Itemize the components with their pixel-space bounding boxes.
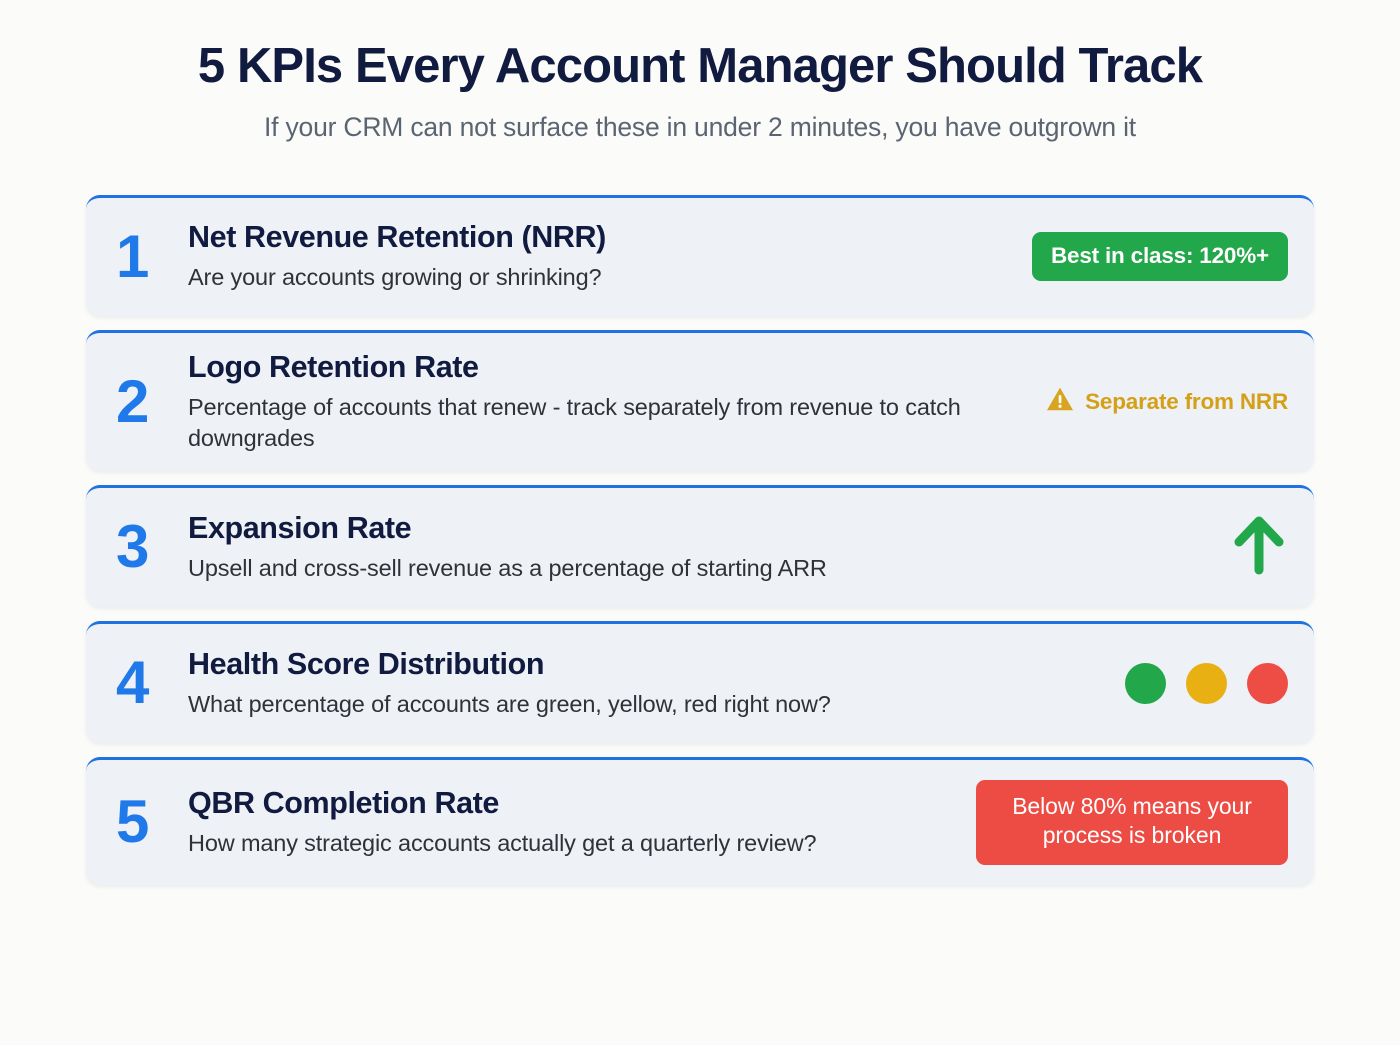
health-status-dots <box>1125 662 1288 704</box>
kpi-number: 2 <box>116 367 149 435</box>
kpi-description: How many strategic accounts actually get… <box>188 829 817 856</box>
kpi-number: 4 <box>116 649 149 717</box>
arrow-up-icon <box>1230 514 1288 581</box>
status-dot-green <box>1125 662 1166 704</box>
kpi-description: What percentage of accounts are green, y… <box>188 690 831 717</box>
warning-triangle-icon <box>1046 386 1074 418</box>
kpi-card-3: 3 Expansion Rate Upsell and cross-sell r… <box>86 484 1314 607</box>
kpi-description: Are your accounts growing or shrinking? <box>188 264 602 291</box>
warning-note-label: Separate from NRR <box>1085 388 1288 414</box>
kpi-card-4: 4 Health Score Distribution What percent… <box>86 620 1314 743</box>
kpi-aside <box>1125 662 1288 704</box>
kpi-card-list: 1 Net Revenue Retention (NRR) Are your a… <box>0 194 1400 885</box>
kpi-title: Expansion Rate <box>188 510 412 545</box>
kpi-card-2: 2 Logo Retention Rate Percentage of acco… <box>86 329 1314 471</box>
kpi-number: 5 <box>116 788 149 856</box>
warning-note: Separate from NRR <box>1046 386 1288 418</box>
kpi-number: 1 <box>116 222 149 290</box>
page-subtitle: If your CRM can not surface these in und… <box>264 111 1136 142</box>
kpi-text-block: QBR Completion Rate How many strategic a… <box>188 786 976 859</box>
kpi-card-1: 1 Net Revenue Retention (NRR) Are your a… <box>86 194 1314 316</box>
kpi-title: Logo Retention Rate <box>188 349 479 384</box>
page-title: 5 KPIs Every Account Manager Should Trac… <box>197 39 1203 93</box>
header: 5 KPIs Every Account Manager Should Trac… <box>0 0 1400 143</box>
kpi-card-5: 5 QBR Completion Rate How many strategic… <box>86 756 1314 885</box>
status-dot-red <box>1247 662 1288 704</box>
kpi-text-block: Logo Retention Rate Percentage of accoun… <box>188 350 1046 454</box>
kpi-description: Upsell and cross-sell revenue as a perce… <box>188 554 827 581</box>
kpi-description: Percentage of accounts that renew - trac… <box>188 393 961 451</box>
kpi-number: 3 <box>116 513 149 581</box>
kpi-aside <box>1230 514 1288 581</box>
status-badge-process-broken: Below 80% means your process is broken <box>976 779 1288 865</box>
kpi-aside: Best in class: 120%+ <box>1031 232 1288 282</box>
kpi-text-block: Net Revenue Retention (NRR) Are your acc… <box>188 220 1032 293</box>
kpi-aside: Separate from NRR <box>1046 386 1288 418</box>
kpi-title: Health Score Distribution <box>188 646 545 681</box>
kpi-title: QBR Completion Rate <box>188 785 499 820</box>
status-badge-best-in-class: Best in class: 120%+ <box>1031 232 1288 282</box>
status-dot-yellow <box>1186 662 1227 704</box>
kpi-text-block: Health Score Distribution What percentag… <box>188 647 1125 720</box>
kpi-title: Net Revenue Retention (NRR) <box>188 220 606 255</box>
kpi-aside: Below 80% means your process is broken <box>976 779 1288 865</box>
kpi-text-block: Expansion Rate Upsell and cross-sell rev… <box>188 511 1230 584</box>
